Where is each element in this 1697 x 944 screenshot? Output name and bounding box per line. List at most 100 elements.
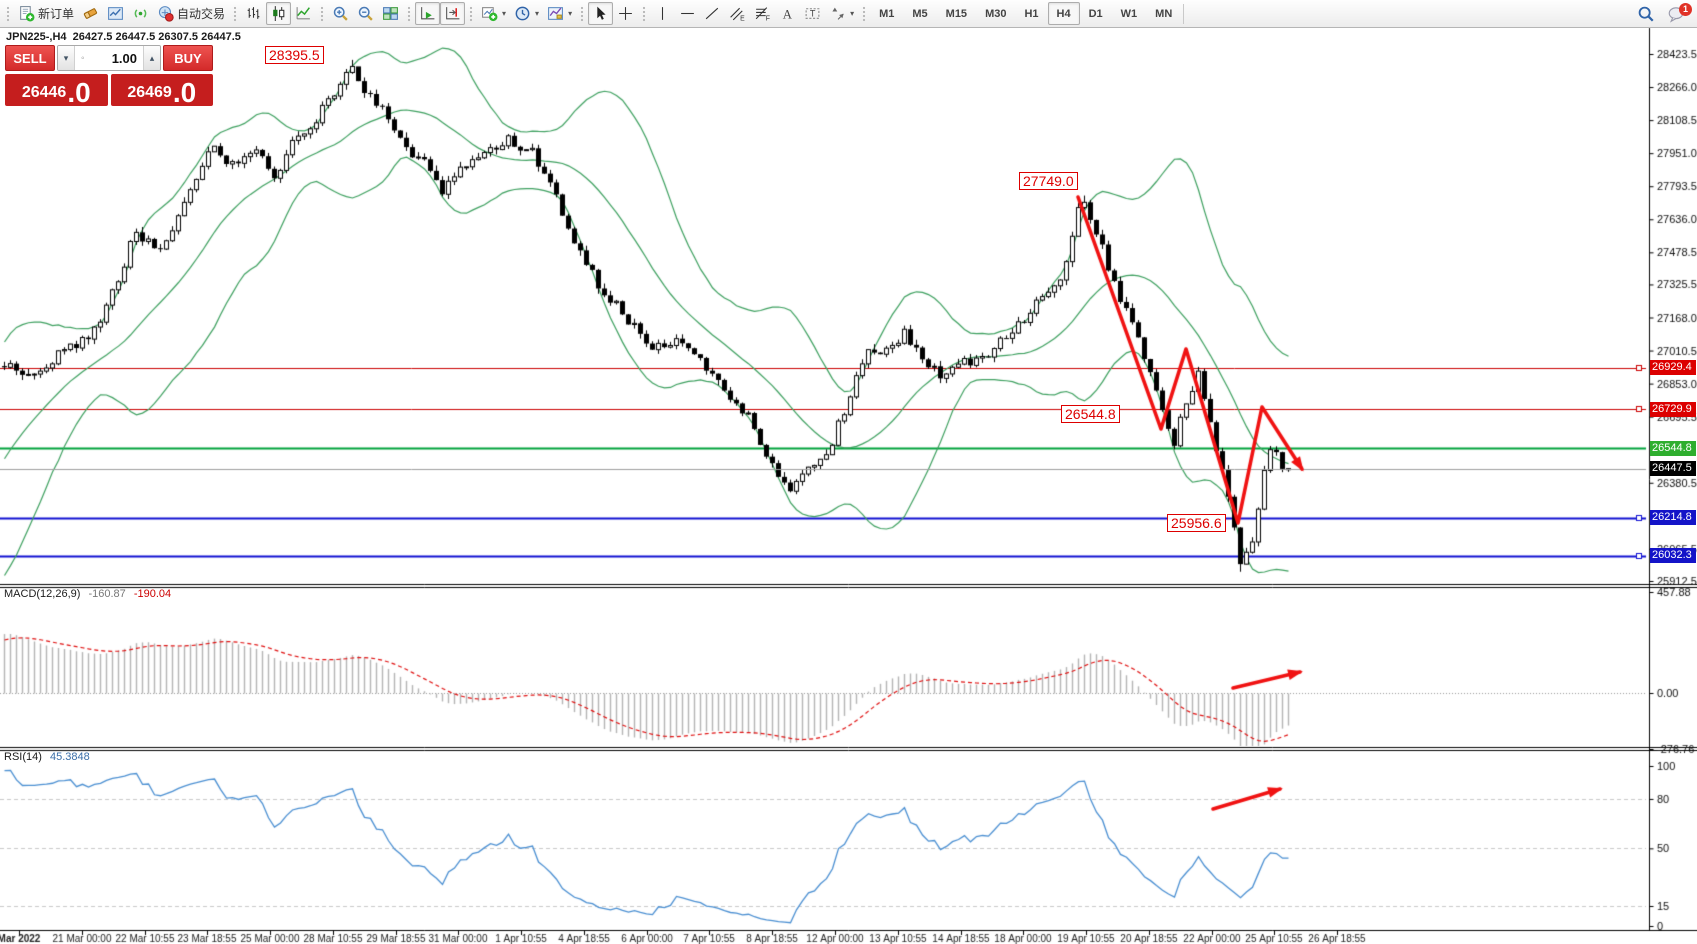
indicators-button[interactable]: ▾ bbox=[477, 2, 510, 25]
tile-windows-icon bbox=[382, 5, 399, 22]
signals-button[interactable] bbox=[128, 2, 153, 25]
periods-button[interactable]: ▾ bbox=[510, 2, 543, 25]
timeframe-h4-button[interactable]: H4 bbox=[1047, 2, 1080, 25]
axis-price-badge: 26214.8 bbox=[1650, 510, 1696, 526]
fibonacci-button[interactable]: F bbox=[750, 2, 775, 25]
chart-ohlc-title: JPN225-,H4 26427.5 26447.5 26307.5 26447… bbox=[6, 31, 241, 43]
price-annotation[interactable]: 27749.0 bbox=[1019, 172, 1078, 190]
price-annotation[interactable]: 28395.5 bbox=[265, 46, 324, 64]
toolbar-group: ▾ ▾ ▾ bbox=[465, 0, 576, 27]
button-label: M5 bbox=[912, 7, 928, 20]
timeframe-h1-button[interactable]: H1 bbox=[1015, 2, 1047, 25]
rsi-indicator-label: RSI(14) 45.3848 bbox=[4, 751, 90, 763]
toolbar-grip bbox=[579, 4, 585, 23]
macd-value-signal: -190.04 bbox=[133, 588, 172, 600]
axis-price-badge: 26032.3 bbox=[1650, 548, 1696, 564]
volume-increase-button[interactable]: ▴ bbox=[143, 46, 160, 70]
axis-price-badge: 26544.8 bbox=[1650, 440, 1696, 456]
toolbar-grip bbox=[319, 4, 325, 23]
tile-windows-button[interactable] bbox=[378, 2, 403, 25]
timeframe-m5-button[interactable]: M5 bbox=[903, 2, 936, 25]
toolbar-group bbox=[576, 0, 638, 27]
eraser-icon bbox=[82, 5, 99, 22]
equidistant-channel-button[interactable]: E bbox=[725, 2, 750, 25]
line-chart-icon bbox=[295, 5, 312, 22]
signal-icon bbox=[132, 5, 149, 22]
zoom-in-button[interactable] bbox=[328, 2, 353, 25]
cursor-button[interactable] bbox=[588, 2, 614, 25]
zoom-out-button[interactable] bbox=[353, 2, 378, 25]
templates-button[interactable]: ▾ bbox=[543, 2, 576, 25]
volume-input[interactable]: ◦ 1.00 bbox=[75, 46, 143, 70]
zoom-in-icon bbox=[332, 5, 349, 22]
toolbar: 新订单 自动交易 ▾ ▾ ▾ E F A T ▾ M1 M5 M15 M30 H1 H4 D1 W1 MN bbox=[0, 0, 1697, 28]
toolbar-grip bbox=[641, 4, 647, 23]
fibonacci-icon: F bbox=[754, 5, 771, 22]
buy-button[interactable]: BUY bbox=[163, 45, 213, 71]
sell-price-button[interactable]: 26446 .0 bbox=[5, 74, 108, 107]
timeframe-m30-button[interactable]: M30 bbox=[976, 2, 1015, 25]
text-button[interactable]: A bbox=[775, 2, 800, 25]
eraser-button[interactable] bbox=[78, 2, 103, 25]
candlestick-button[interactable] bbox=[266, 2, 292, 25]
chart-shift-icon bbox=[444, 5, 461, 22]
svg-text:A: A bbox=[783, 7, 793, 21]
trendline-icon bbox=[704, 5, 721, 22]
axis-price-badge: 26929.4 bbox=[1650, 360, 1696, 376]
line-chart-button[interactable] bbox=[291, 2, 316, 25]
timeframe-mn-button[interactable]: MN bbox=[1146, 2, 1181, 25]
indicators-icon bbox=[481, 5, 498, 22]
rsi-value: 45.3848 bbox=[49, 751, 90, 763]
toolbar-group bbox=[403, 0, 466, 27]
autotrading-button[interactable]: 自动交易 bbox=[153, 2, 229, 25]
trendline-button[interactable] bbox=[700, 2, 725, 25]
toolbar-group bbox=[229, 0, 316, 27]
volume-decrease-button[interactable]: ▾ bbox=[58, 46, 75, 70]
timeframe-d1-button[interactable]: D1 bbox=[1080, 2, 1112, 25]
toolbar-grip bbox=[232, 4, 238, 23]
new-order-button[interactable]: 新订单 bbox=[14, 2, 78, 25]
arrows-button[interactable]: ▾ bbox=[825, 2, 858, 25]
hline-icon bbox=[679, 5, 696, 22]
charts-window-button[interactable] bbox=[103, 2, 128, 25]
search-icon bbox=[1637, 5, 1659, 23]
buy-price-button[interactable]: 26469 .0 bbox=[110, 74, 213, 107]
svg-text:F: F bbox=[766, 15, 770, 22]
price-annotation[interactable]: 25956.6 bbox=[1167, 514, 1226, 532]
button-label: H1 bbox=[1024, 7, 1039, 20]
toolbar-grip bbox=[861, 4, 867, 23]
timeframe-w1-button[interactable]: W1 bbox=[1112, 2, 1147, 25]
chevron-down-icon: ▾ bbox=[568, 9, 573, 18]
search-button[interactable] bbox=[1635, 2, 1661, 26]
toolbar-separator bbox=[1183, 3, 1185, 24]
candlestick-icon bbox=[270, 5, 287, 22]
trade-widget-prices-row: 26446 .0 26469 .0 bbox=[5, 74, 213, 107]
vline-icon bbox=[654, 5, 671, 22]
svg-text:T: T bbox=[810, 9, 816, 19]
crosshair-button[interactable] bbox=[613, 2, 638, 25]
new-order-icon bbox=[18, 5, 35, 22]
chevron-down-icon: ▾ bbox=[502, 9, 507, 18]
channel-icon: E bbox=[729, 5, 746, 22]
notifications-button[interactable]: 1 bbox=[1665, 2, 1692, 26]
one-click-trading-widget: SELL ▾ ◦ 1.00 ▴ BUY 26446 .0 26469 .0 bbox=[5, 45, 213, 107]
rsi-name: RSI(14) bbox=[4, 751, 42, 763]
crosshair-icon bbox=[617, 5, 634, 22]
text-label-button[interactable]: T bbox=[800, 2, 825, 25]
volume-dot-icon: ◦ bbox=[81, 52, 85, 64]
horizontal-line-button[interactable] bbox=[675, 2, 700, 25]
timeframe-m15-button[interactable]: M15 bbox=[937, 2, 976, 25]
vertical-line-button[interactable] bbox=[650, 2, 675, 25]
sell-price-main: 26446 bbox=[21, 84, 67, 101]
price-annotation[interactable]: 26544.8 bbox=[1061, 405, 1120, 423]
timeframe-m1-button[interactable]: M1 bbox=[870, 2, 903, 25]
sell-button[interactable]: SELL bbox=[5, 45, 55, 71]
timeframe-group: M1 M5 M15 M30 H1 H4 D1 W1 MN bbox=[858, 0, 1181, 27]
chart-shift-button[interactable] bbox=[440, 2, 466, 25]
button-label: M1 bbox=[879, 7, 895, 20]
macd-indicator-label: MACD(12,26,9) -160.87 -190.04 bbox=[4, 588, 171, 600]
svg-text:E: E bbox=[740, 15, 745, 22]
bar-chart-button[interactable] bbox=[241, 2, 266, 25]
auto-scroll-button[interactable] bbox=[415, 2, 441, 25]
